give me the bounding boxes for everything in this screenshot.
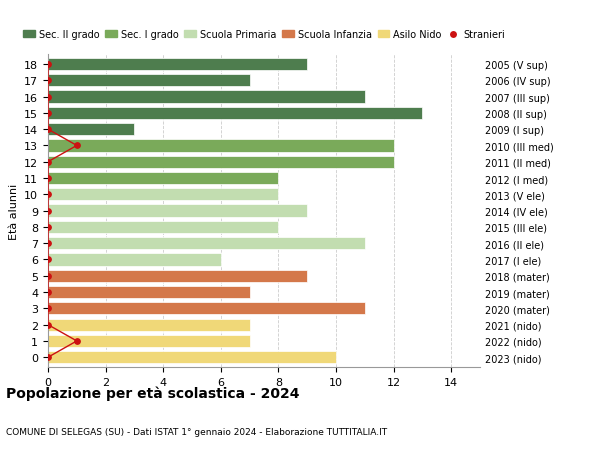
Point [43, 159, 53, 166]
Bar [48, 124, 134, 136]
Text: Popolazione per età scolastica - 2024: Popolazione per età scolastica - 2024 [6, 386, 299, 400]
Point [43, 126, 53, 134]
Bar [48, 173, 278, 185]
Point [43, 289, 53, 296]
Point [72, 142, 82, 150]
Bar [48, 319, 250, 331]
Bar [48, 302, 365, 315]
Bar [48, 107, 422, 120]
Point [43, 273, 53, 280]
Point [72, 337, 82, 345]
Y-axis label: Età alunni: Età alunni [8, 183, 19, 239]
Bar [48, 91, 365, 103]
Point [43, 78, 53, 85]
Point [43, 61, 53, 68]
Point [43, 305, 53, 312]
Bar [48, 59, 307, 71]
Bar [48, 351, 336, 364]
Bar [48, 254, 221, 266]
Point [43, 224, 53, 231]
Bar [48, 205, 307, 217]
Point [43, 256, 53, 263]
Point [43, 240, 53, 247]
Point [43, 354, 53, 361]
Bar [48, 238, 365, 250]
Text: COMUNE DI SELEGAS (SU) - Dati ISTAT 1° gennaio 2024 - Elaborazione TUTTITALIA.IT: COMUNE DI SELEGAS (SU) - Dati ISTAT 1° g… [6, 427, 387, 436]
Bar [48, 335, 250, 347]
Point [43, 94, 53, 101]
Bar [48, 221, 278, 234]
Bar [48, 140, 394, 152]
Legend: Sec. II grado, Sec. I grado, Scuola Primaria, Scuola Infanzia, Asilo Nido, Stran: Sec. II grado, Sec. I grado, Scuola Prim… [19, 26, 509, 44]
Point [43, 321, 53, 329]
Bar [48, 75, 250, 87]
Bar [48, 156, 394, 168]
Point [43, 207, 53, 215]
Bar [48, 189, 278, 201]
Point [43, 175, 53, 182]
Bar [48, 286, 250, 298]
Point [43, 110, 53, 117]
Bar [48, 270, 307, 282]
Point [43, 191, 53, 199]
